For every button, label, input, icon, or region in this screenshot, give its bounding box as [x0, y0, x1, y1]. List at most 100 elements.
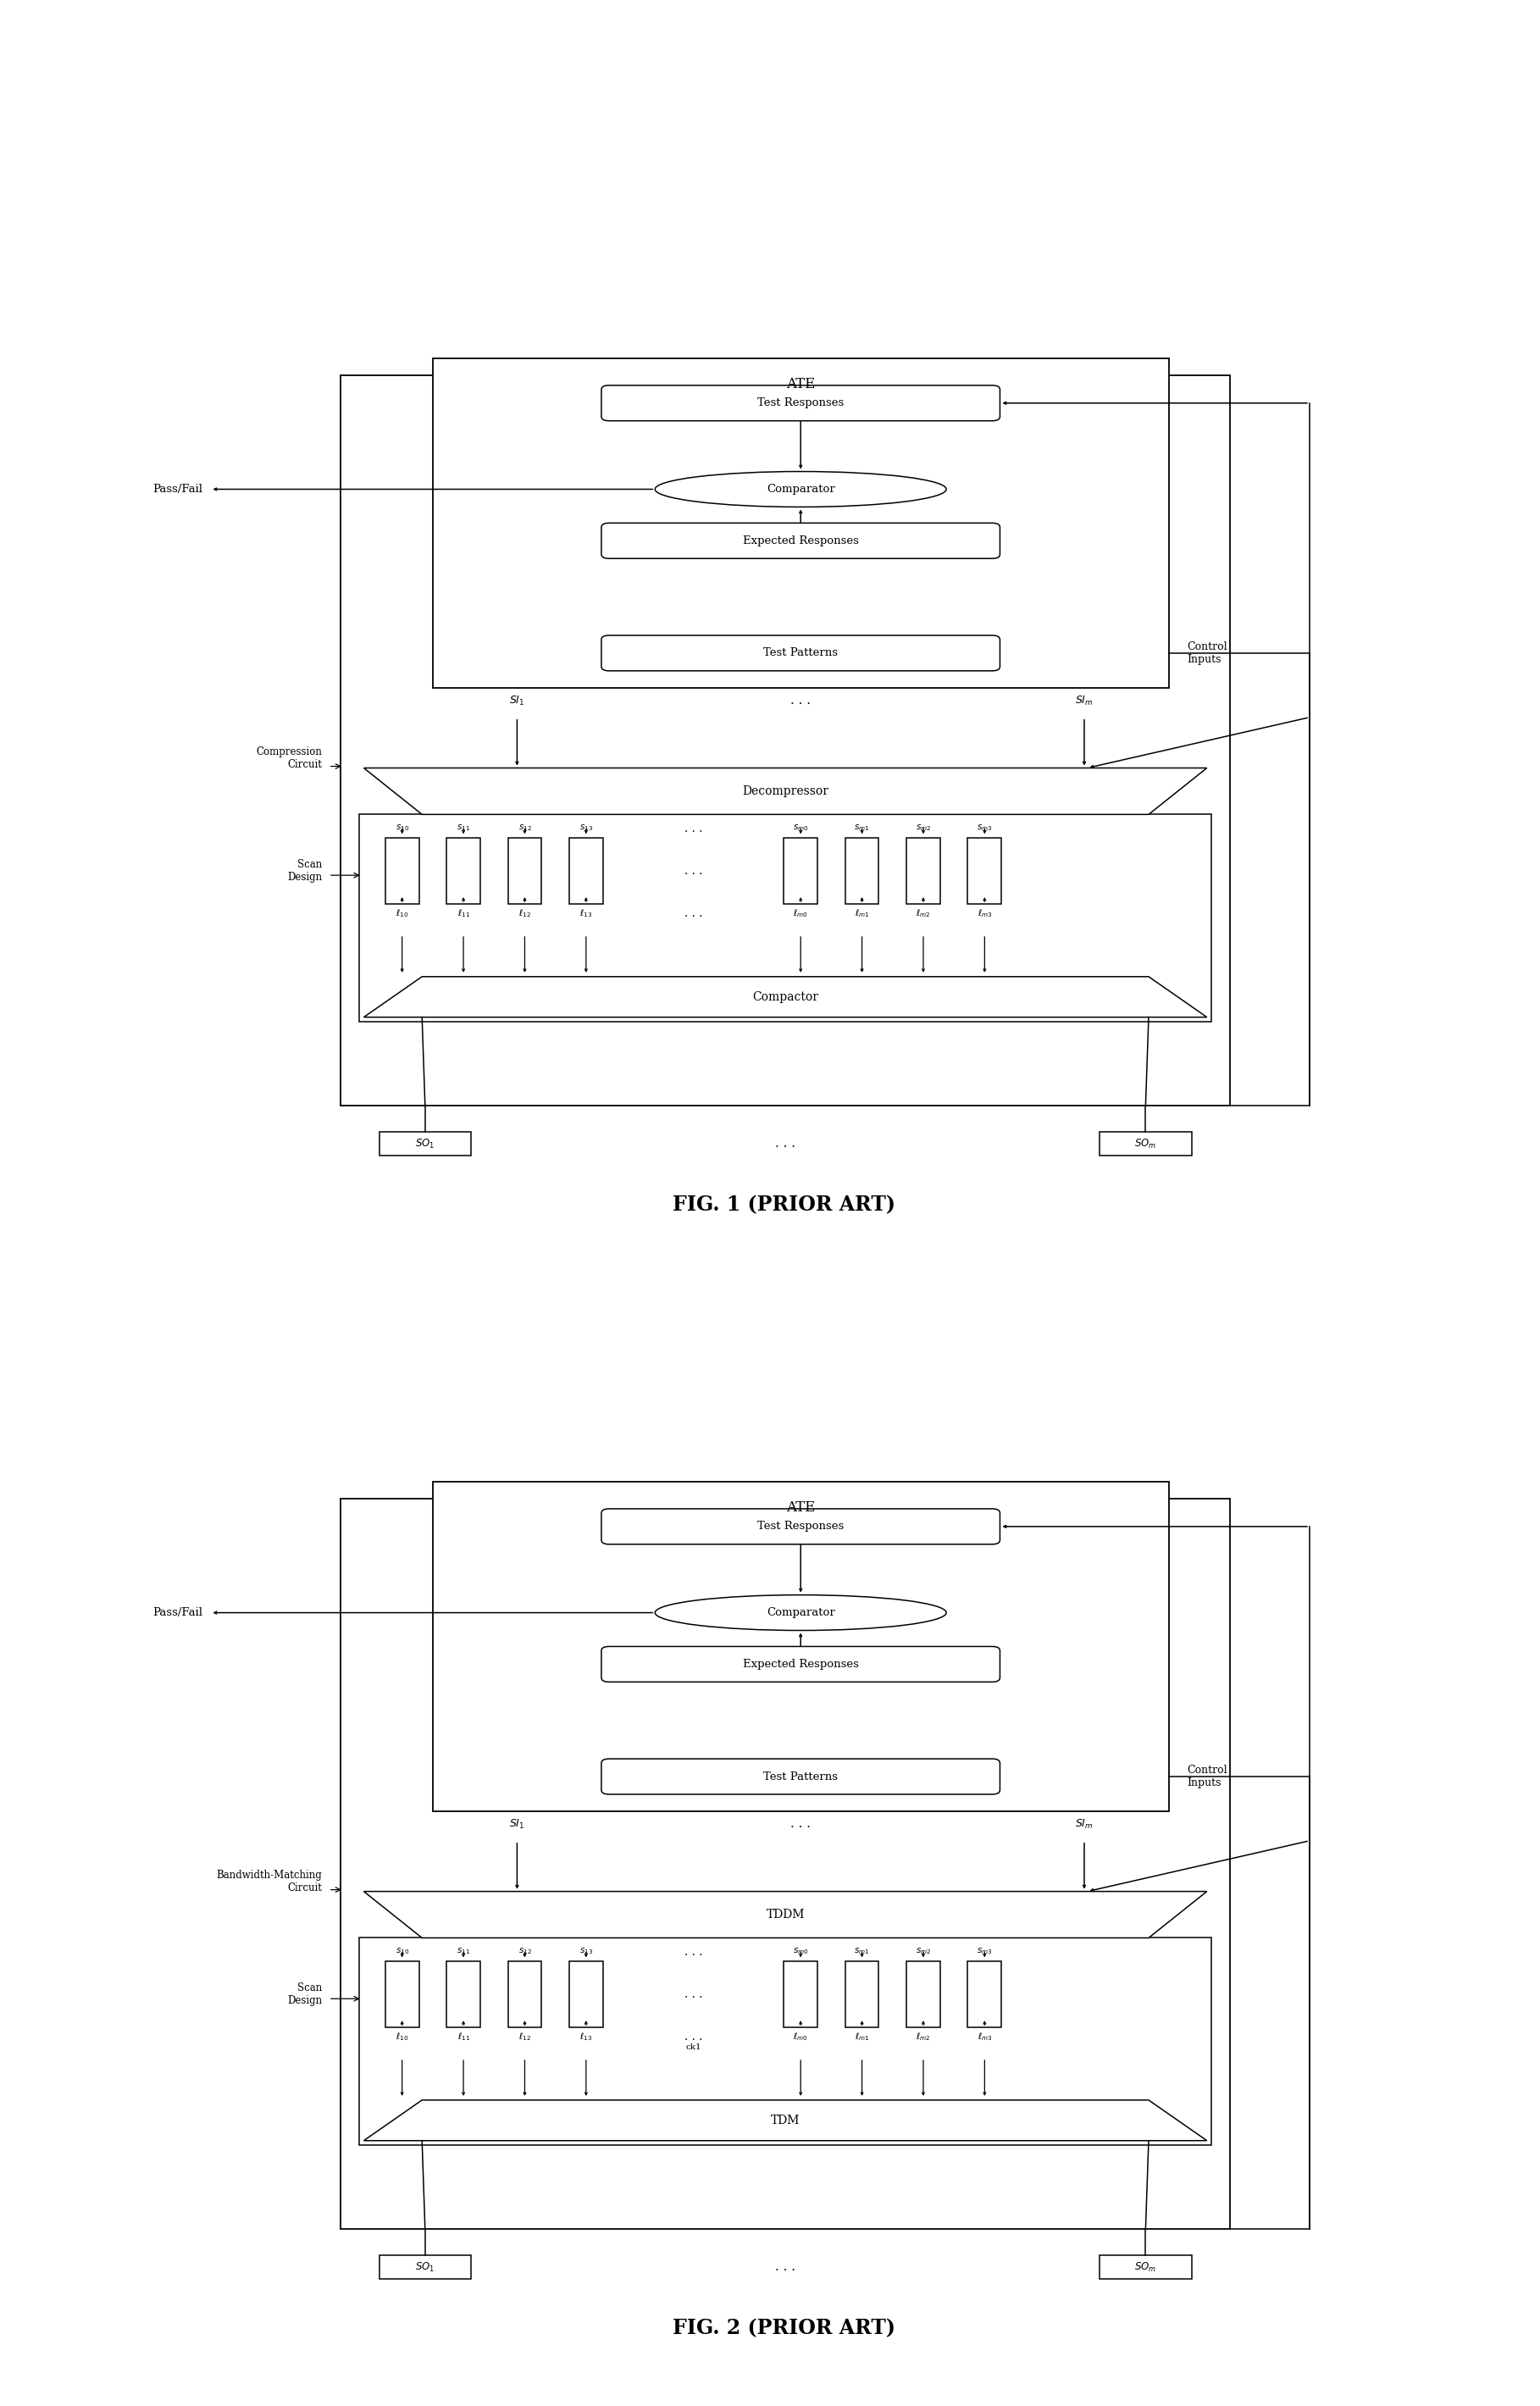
Bar — [784, 837, 818, 905]
Text: . . .: . . . — [684, 1946, 702, 1958]
Polygon shape — [363, 768, 1207, 816]
Text: Pass/Fail: Pass/Fail — [152, 1607, 203, 1619]
Bar — [359, 1937, 1212, 2144]
Text: $s_{11}$: $s_{11}$ — [457, 823, 470, 832]
Text: $SO_1$: $SO_1$ — [416, 2262, 434, 2274]
Bar — [1100, 1133, 1192, 1155]
Text: $\ell_{m1}$: $\ell_{m1}$ — [855, 907, 870, 919]
Text: Compression
Circuit: Compression Circuit — [257, 746, 322, 770]
Polygon shape — [363, 1891, 1207, 1937]
Text: Test Patterns: Test Patterns — [764, 647, 838, 659]
Text: $\ell_{m0}$: $\ell_{m0}$ — [793, 907, 808, 919]
Bar — [433, 1482, 1169, 1812]
Bar — [447, 1961, 480, 2028]
Text: $\ell_{10}$: $\ell_{10}$ — [396, 2031, 408, 2043]
Text: . . .: . . . — [790, 1819, 812, 1831]
Text: $s_{m2}$: $s_{m2}$ — [916, 823, 932, 832]
Text: $s_{m0}$: $s_{m0}$ — [793, 823, 808, 832]
Text: Expected Responses: Expected Responses — [742, 1658, 859, 1670]
Text: $SI_m$: $SI_m$ — [1075, 1819, 1093, 1831]
Text: $\ell_{11}$: $\ell_{11}$ — [457, 2031, 470, 2043]
Text: $SI_1$: $SI_1$ — [510, 1819, 525, 1831]
Text: $\ell_{13}$: $\ell_{13}$ — [579, 2031, 593, 2043]
Text: . . .: . . . — [684, 1987, 702, 1999]
Text: $\ell_{m0}$: $\ell_{m0}$ — [793, 2031, 808, 2043]
Text: $\ell_{13}$: $\ell_{13}$ — [579, 907, 593, 919]
Ellipse shape — [654, 472, 946, 508]
Text: Pass/Fail: Pass/Fail — [152, 484, 203, 496]
Bar — [385, 837, 419, 905]
Bar — [508, 1961, 542, 2028]
Text: $\ell_{10}$: $\ell_{10}$ — [396, 907, 408, 919]
Text: $SO_m$: $SO_m$ — [1135, 2262, 1157, 2274]
Bar — [1100, 2254, 1192, 2278]
Text: $s_{m3}$: $s_{m3}$ — [976, 823, 992, 832]
Text: FIG. 2 (PRIOR ART): FIG. 2 (PRIOR ART) — [673, 2317, 895, 2339]
Text: Test Patterns: Test Patterns — [764, 1771, 838, 1783]
Text: ck1: ck1 — [685, 2043, 701, 2050]
Text: . . .: . . . — [684, 2031, 702, 2043]
Bar — [784, 1961, 818, 2028]
Bar — [570, 837, 602, 905]
Text: Scan
Design: Scan Design — [288, 1983, 322, 2007]
FancyBboxPatch shape — [602, 385, 999, 421]
Text: TDM: TDM — [772, 2115, 799, 2127]
Text: Comparator: Comparator — [767, 484, 835, 496]
Text: . . .: . . . — [775, 2262, 796, 2274]
Text: $s_{m2}$: $s_{m2}$ — [916, 1946, 932, 1956]
Text: $s_{m1}$: $s_{m1}$ — [855, 1946, 870, 1956]
Text: Decompressor: Decompressor — [742, 784, 829, 796]
Text: $\ell_{m2}$: $\ell_{m2}$ — [916, 2031, 930, 2043]
Bar — [359, 816, 1212, 1023]
Text: Test Responses: Test Responses — [758, 1521, 844, 1533]
Bar — [340, 1499, 1230, 2230]
Text: $\ell_{12}$: $\ell_{12}$ — [519, 2031, 531, 2043]
Bar — [845, 1961, 879, 2028]
Polygon shape — [363, 2100, 1207, 2141]
Text: ATE: ATE — [785, 378, 815, 392]
Text: Compactor: Compactor — [753, 991, 818, 1003]
Text: $s_{13}$: $s_{13}$ — [579, 1946, 593, 1956]
Text: $s_{10}$: $s_{10}$ — [396, 823, 410, 832]
Text: $\ell_{m3}$: $\ell_{m3}$ — [978, 907, 992, 919]
Text: $s_{11}$: $s_{11}$ — [457, 1946, 470, 1956]
Text: . . .: . . . — [684, 823, 702, 835]
Text: $s_{m1}$: $s_{m1}$ — [855, 823, 870, 832]
Bar — [385, 1961, 419, 2028]
Bar — [340, 375, 1230, 1107]
FancyBboxPatch shape — [602, 635, 999, 671]
Text: . . .: . . . — [684, 866, 702, 876]
Ellipse shape — [654, 1595, 946, 1631]
Text: $\ell_{m1}$: $\ell_{m1}$ — [855, 2031, 870, 2043]
Bar — [379, 2254, 471, 2278]
Text: $SO_m$: $SO_m$ — [1135, 1138, 1157, 1150]
Text: . . .: . . . — [790, 695, 812, 707]
Text: $SO_1$: $SO_1$ — [416, 1138, 434, 1150]
Text: $s_{13}$: $s_{13}$ — [579, 823, 593, 832]
Text: FIG. 1 (PRIOR ART): FIG. 1 (PRIOR ART) — [673, 1193, 895, 1215]
FancyBboxPatch shape — [602, 1759, 999, 1795]
Text: Test Responses: Test Responses — [758, 397, 844, 409]
Text: TDDM: TDDM — [765, 1908, 804, 1920]
Polygon shape — [363, 977, 1207, 1018]
Bar — [967, 1961, 1001, 2028]
FancyBboxPatch shape — [602, 1509, 999, 1545]
Text: $s_{m0}$: $s_{m0}$ — [793, 1946, 808, 1956]
Text: $SI_1$: $SI_1$ — [510, 695, 525, 707]
Text: Expected Responses: Expected Responses — [742, 534, 859, 546]
Text: Scan
Design: Scan Design — [288, 859, 322, 883]
Bar — [570, 1961, 602, 2028]
Bar — [907, 1961, 939, 2028]
Text: $\ell_{11}$: $\ell_{11}$ — [457, 907, 470, 919]
FancyBboxPatch shape — [602, 1646, 999, 1682]
Bar — [967, 837, 1001, 905]
Text: . . .: . . . — [775, 1138, 796, 1150]
Text: $\ell_{m3}$: $\ell_{m3}$ — [978, 2031, 992, 2043]
Text: ATE: ATE — [785, 1501, 815, 1516]
Text: $SI_m$: $SI_m$ — [1075, 695, 1093, 707]
Text: $s_{m3}$: $s_{m3}$ — [976, 1946, 992, 1956]
Text: $s_{12}$: $s_{12}$ — [517, 1946, 531, 1956]
Text: . . .: . . . — [684, 907, 702, 919]
Text: Comparator: Comparator — [767, 1607, 835, 1619]
Bar — [508, 837, 542, 905]
